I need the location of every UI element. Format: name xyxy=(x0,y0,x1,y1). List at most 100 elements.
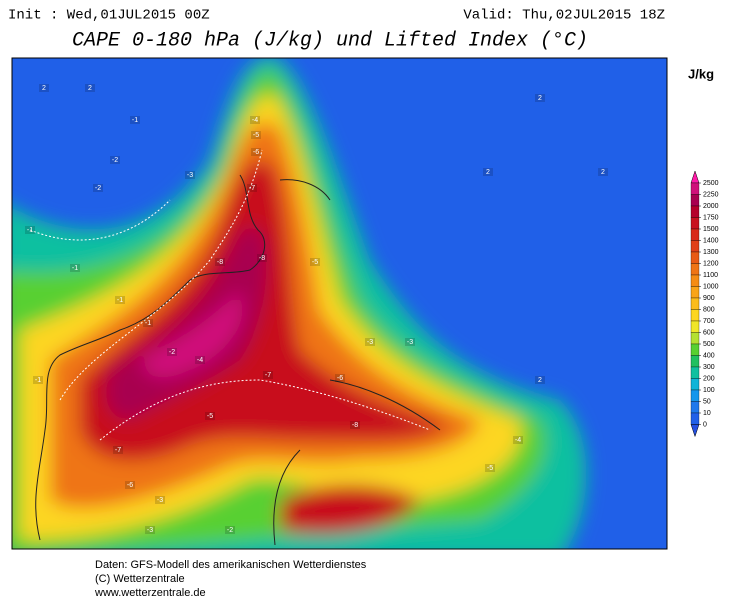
contour-label: -8 xyxy=(217,259,223,266)
contour-label: -6 xyxy=(253,149,259,156)
contour-label: -1 xyxy=(117,297,123,304)
colorbar-swatch xyxy=(690,205,700,218)
contour-label-box xyxy=(405,338,415,346)
contour-label: -1 xyxy=(27,227,33,234)
cape-peak xyxy=(140,290,243,378)
contour-label: -3 xyxy=(157,497,163,504)
colorbar-label: 300 xyxy=(703,364,715,371)
contour-label-box xyxy=(263,371,273,379)
colorbar-swatch xyxy=(690,343,700,356)
contour-label-box xyxy=(251,148,261,156)
colorbar-label: 800 xyxy=(703,306,715,313)
contour-label-box xyxy=(335,374,345,382)
contour-label: -7 xyxy=(265,372,271,379)
colorbar-swatch xyxy=(690,389,700,402)
colorbar-label: 1400 xyxy=(703,237,719,244)
contour-label: 2 xyxy=(88,85,92,92)
contour-label: -1 xyxy=(145,320,151,327)
contour-label: -3 xyxy=(187,172,193,179)
colorbar-swatch xyxy=(690,263,700,276)
footer-line: www.wetterzentrale.de xyxy=(94,587,206,599)
contour-label: -3 xyxy=(147,527,153,534)
title: CAPE 0-180 hPa (J/kg) und Lifted Index (… xyxy=(72,29,588,52)
contour-label: 2 xyxy=(601,169,605,176)
coastlines xyxy=(35,174,441,546)
colorbar-label: 1000 xyxy=(703,283,719,290)
contour-label-box xyxy=(310,258,320,266)
contour-line xyxy=(29,199,171,241)
contour-label-box xyxy=(125,481,135,489)
contour-label-box xyxy=(598,168,608,176)
contour-label: 2 xyxy=(538,95,542,102)
cape-south xyxy=(280,485,420,534)
contour-label: -1 xyxy=(35,377,41,384)
contour-label-box xyxy=(535,376,545,384)
contour-label: -6 xyxy=(127,482,133,489)
contour-label: -4 xyxy=(515,437,521,444)
colorbar-swatch xyxy=(690,355,700,368)
colorbar-label: 2500 xyxy=(703,180,719,187)
lifted-index-contours xyxy=(29,149,431,441)
contour-label-box xyxy=(485,464,495,472)
contour-label-box xyxy=(185,171,195,179)
contour-label: 2 xyxy=(486,169,490,176)
contour-label: -5 xyxy=(207,413,213,420)
colorbar-swatch xyxy=(690,412,700,425)
colorbar-swatch xyxy=(690,182,700,195)
colorbar-swatch xyxy=(690,228,700,241)
contour-label-box xyxy=(483,168,493,176)
contour-line xyxy=(99,379,431,441)
contour-label-box xyxy=(225,526,235,534)
colorbar-label: 700 xyxy=(703,318,715,325)
colorbar-swatch xyxy=(690,378,700,391)
colorbar-label: 1500 xyxy=(703,226,719,233)
contour-label-box xyxy=(113,446,123,454)
valid-time: Valid: Thu,02JUL2015 18Z xyxy=(463,8,665,24)
contour-label-box xyxy=(130,116,140,124)
contour-label: -1 xyxy=(132,117,138,124)
contour-label-box xyxy=(115,296,125,304)
colorbar: 2500225020001750150014001300120011001000… xyxy=(690,170,719,438)
contour-label: 2 xyxy=(538,377,542,384)
contour-label-box xyxy=(25,226,35,234)
contour-label-box xyxy=(110,156,120,164)
map-frame xyxy=(11,57,668,550)
colorbar-label: 10 xyxy=(703,410,711,417)
colorbar-swatch xyxy=(690,274,700,287)
contour-label: -2 xyxy=(95,185,101,192)
contour-label-box xyxy=(145,526,155,534)
colorbar-label: 2000 xyxy=(703,203,719,210)
contour-label-box xyxy=(33,376,43,384)
contour-label: -5 xyxy=(253,132,259,139)
colorbar-label: 0 xyxy=(703,421,707,428)
contour-label-box xyxy=(205,412,215,420)
init-time: Init : Wed,01JUL2015 00Z xyxy=(8,8,210,24)
colorbar-swatch xyxy=(690,366,700,379)
contour-label: -2 xyxy=(112,157,118,164)
cape-highest xyxy=(106,226,267,420)
colorbar-label: 600 xyxy=(703,329,715,336)
colorbar-label: 1200 xyxy=(703,260,719,267)
contour-label-box xyxy=(39,84,49,92)
cape-field xyxy=(12,58,587,549)
footer-line: Daten: GFS-Modell des amerikanischen Wet… xyxy=(95,559,367,571)
contour-label: -5 xyxy=(312,259,318,266)
colorbar-label: 500 xyxy=(703,341,715,348)
contour-label: -4 xyxy=(252,117,258,124)
colorbar-over xyxy=(690,170,700,184)
contour-label: -5 xyxy=(487,465,493,472)
colorbar-swatch xyxy=(690,401,700,414)
colorbar-under xyxy=(690,424,700,438)
contour-label: -4 xyxy=(197,357,203,364)
colorbar-label: 1100 xyxy=(703,272,718,279)
contour-label-box xyxy=(350,421,360,429)
contour-label-box xyxy=(257,254,267,262)
contour-label: -1 xyxy=(72,265,78,272)
contour-label-box xyxy=(365,338,375,346)
contour-label: -3 xyxy=(407,339,413,346)
border xyxy=(273,179,441,546)
colorbar-label: 50 xyxy=(703,398,711,405)
colorbar-label: 200 xyxy=(703,375,715,382)
contour-line xyxy=(59,149,263,401)
